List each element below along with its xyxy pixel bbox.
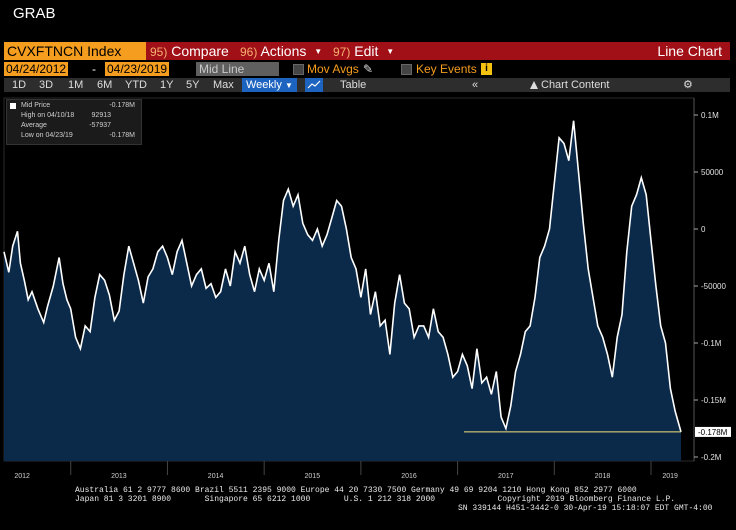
- legend-high: High on 04/10/18 92913: [21, 112, 139, 119]
- field-select[interactable]: Mid Line: [196, 62, 279, 76]
- actions-menu-number: 96): [240, 45, 258, 59]
- series-area: [4, 120, 681, 461]
- chart-content-button[interactable]: Chart Content: [541, 79, 610, 91]
- legend-high-label: High on 04/10/18: [21, 112, 75, 119]
- mov-avgs-checkbox[interactable]: [293, 64, 304, 75]
- edit-menu[interactable]: 97) Edit ▼: [333, 42, 394, 60]
- range-5y[interactable]: 5Y: [186, 79, 200, 91]
- last-value-label: -0.178M: [698, 428, 728, 437]
- window-title: GRAB: [13, 5, 56, 22]
- range-bar: [4, 78, 730, 92]
- chart-type-title: Line Chart: [657, 43, 722, 59]
- range-max[interactable]: Max: [213, 79, 234, 91]
- legend-average-value: -57937: [89, 122, 111, 129]
- key-events-label[interactable]: Key Events: [416, 62, 477, 76]
- chart-legend: Mid Price -0.178M High on 04/10/18 92913…: [6, 99, 142, 145]
- x-tick-label: 2017: [498, 473, 514, 480]
- x-tick-label: 2015: [305, 473, 321, 480]
- actions-menu[interactable]: 96) Actions ▼: [240, 42, 322, 60]
- y-tick-label: -0.2M: [701, 453, 722, 462]
- footer-line-2: Japan 81 3 3201 8900 Singapore 65 6212 1…: [75, 495, 676, 504]
- x-tick-label: 2019: [662, 473, 678, 480]
- start-date-field[interactable]: 04/24/2012: [4, 62, 69, 76]
- legend-average-label: Average: [21, 122, 47, 129]
- legend-high-value: 92913: [91, 112, 111, 119]
- info-icon[interactable]: i: [481, 63, 492, 75]
- range-1d[interactable]: 1D: [12, 79, 27, 91]
- mov-avgs-label[interactable]: Mov Avgs: [307, 62, 359, 76]
- line-chart: 0.1M 50000 0 -50000 -0.1M -0.15M -0.2M -0.178M 2…: [3, 97, 731, 480]
- actions-menu-label: Actions: [260, 43, 307, 59]
- series-line: [3, 120, 682, 433]
- table-button[interactable]: Table: [340, 79, 367, 91]
- compare-menu-label: Compare: [171, 43, 229, 59]
- chevron-down-icon: ▼: [386, 47, 395, 56]
- chevron-down-icon: ▼: [284, 81, 293, 90]
- pencil-icon[interactable]: ✎: [363, 62, 374, 76]
- y-tick-label: -0.1M: [701, 339, 722, 348]
- footer-line-3: SN 339144 H451-3442-0 30-Apr-19 15:18:07…: [458, 504, 713, 513]
- x-tick-label: 2012: [14, 473, 30, 480]
- legend-low: Low on 04/23/19 -0.178M: [21, 132, 139, 139]
- legend-average: Average -57937: [21, 122, 139, 129]
- range-ytd[interactable]: YTD: [125, 79, 147, 91]
- range-1m[interactable]: 1M: [68, 79, 84, 91]
- legend-mid-price-label: Mid Price: [21, 102, 51, 109]
- compare-menu-number: 95): [150, 45, 168, 59]
- frequency-select[interactable]: Weekly ▼: [242, 78, 297, 92]
- y-tick-label: 0.1M: [701, 111, 719, 120]
- end-date-field[interactable]: 04/23/2019: [105, 62, 170, 76]
- gear-icon[interactable]: ⚙: [683, 79, 693, 91]
- legend-low-label: Low on 04/23/19: [21, 132, 73, 139]
- ticker-field[interactable]: CVXFTNCN Index: [4, 42, 146, 60]
- x-tick-label: 2013: [111, 473, 127, 480]
- range-3d[interactable]: 3D: [39, 79, 54, 91]
- range-6m[interactable]: 6M: [97, 79, 113, 91]
- y-tick-label: -50000: [701, 282, 726, 291]
- y-tick-label: 50000: [701, 168, 724, 177]
- legend-low-value: -0.178M: [109, 132, 135, 139]
- double-chevron-left-icon[interactable]: «: [472, 79, 479, 91]
- edit-menu-number: 97): [333, 45, 351, 59]
- footer-contacts: Australia 61 2 9777 8600 Brazil 5511 239…: [0, 486, 736, 513]
- legend-swatch: [10, 103, 16, 109]
- x-tick-label: 2014: [208, 473, 224, 480]
- chevron-down-icon: ▼: [314, 47, 323, 56]
- chart-content-icon: [530, 78, 538, 92]
- legend-mid-price: Mid Price -0.178M: [21, 102, 139, 109]
- y-tick-label: 0: [701, 225, 706, 234]
- edit-menu-label: Edit: [354, 43, 379, 59]
- footer-line-1: Australia 61 2 9777 8600 Brazil 5511 239…: [75, 486, 637, 495]
- frequency-label: Weekly: [246, 79, 282, 91]
- last-value-label-box: [695, 426, 731, 437]
- x-tick-label: 2018: [595, 473, 611, 480]
- x-tick-label: 2016: [401, 473, 417, 480]
- key-events-checkbox[interactable]: [401, 64, 412, 75]
- command-bar: [4, 42, 730, 60]
- line-chart-icon[interactable]: [305, 78, 323, 92]
- range-1y[interactable]: 1Y: [160, 79, 174, 91]
- y-tick-label: -0.15M: [701, 396, 726, 405]
- legend-mid-price-value: -0.178M: [109, 102, 135, 109]
- date-separator: -: [92, 62, 96, 76]
- compare-menu[interactable]: 95) Compare: [150, 42, 229, 60]
